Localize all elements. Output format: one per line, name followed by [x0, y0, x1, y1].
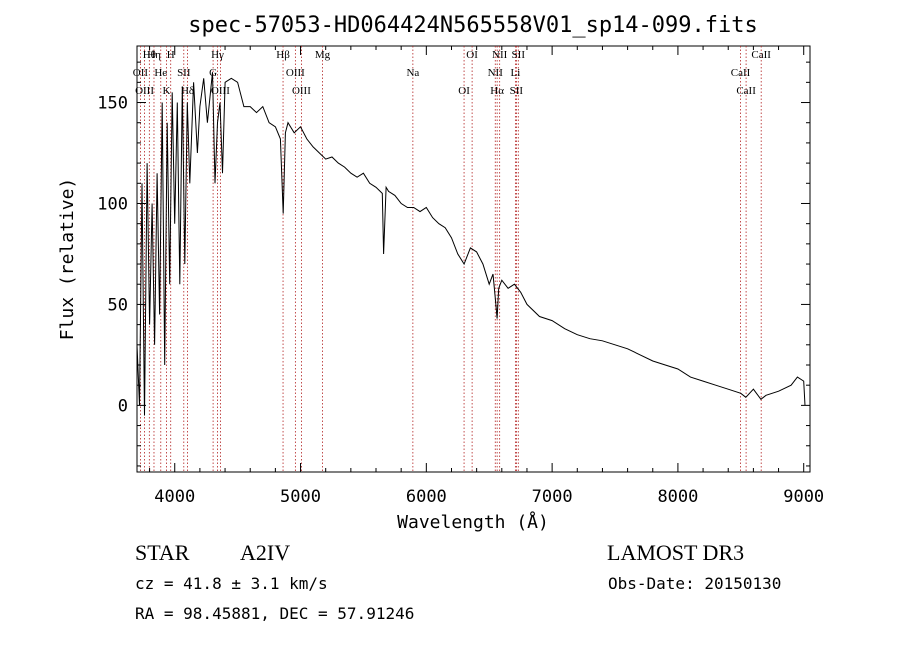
- line-label: NII: [492, 49, 508, 61]
- line-label: NII: [488, 67, 504, 79]
- y-tick-label: 50: [108, 295, 128, 315]
- redshift-cz: cz = 41.8 ± 3.1 km/s: [135, 574, 328, 593]
- line-label: OIII: [135, 85, 154, 97]
- y-axis: 0 50 100 150: [97, 61, 810, 467]
- x-axis: 4000 5000 6000 7000 8000 9000: [149, 46, 824, 507]
- line-label: K: [162, 85, 170, 97]
- line-label: Hγ: [211, 49, 224, 61]
- x-tick-label: 6000: [406, 487, 447, 507]
- line-label: Hα: [490, 85, 504, 97]
- line-label: SII: [512, 49, 526, 61]
- flux-series-line: [136, 72, 806, 416]
- line-label: Na: [406, 67, 419, 79]
- line-label: OIII: [286, 67, 305, 79]
- y-tick-label: 150: [97, 94, 128, 114]
- x-tick-label: 8000: [657, 487, 698, 507]
- ra-dec-coordinates: RA = 98.45881, DEC = 57.91246: [135, 604, 414, 623]
- y-tick-label: 0: [118, 396, 128, 416]
- line-label: OIII: [211, 85, 230, 97]
- object-type: STAR: [135, 540, 190, 565]
- spectral-class: A2IV: [240, 540, 290, 565]
- emission-line-markers: [139, 46, 762, 472]
- line-label: CaII: [731, 67, 751, 79]
- x-axis-label: Wavelength (Å): [397, 511, 549, 533]
- observation-date: Obs-Date: 20150130: [608, 574, 781, 593]
- line-label: Mg: [315, 49, 331, 61]
- line-label: Hη: [147, 49, 161, 61]
- line-label: Hδ: [181, 85, 194, 97]
- x-tick-label: 9000: [783, 487, 824, 507]
- line-label: CaII: [751, 49, 771, 61]
- line-label: Hβ: [276, 49, 290, 61]
- line-label: OI: [466, 49, 478, 61]
- line-label: SII: [177, 67, 191, 79]
- y-tick-label: 100: [97, 194, 128, 214]
- emission-line-labels: HθOIIOIIIHηHeKHSIIHδHγGOIIIHβOIIIOIIIMgN…: [133, 49, 772, 97]
- line-label: G: [209, 67, 217, 79]
- x-tick-label: 4000: [154, 487, 195, 507]
- line-label: CaII: [736, 85, 756, 97]
- plot-frame: [136, 45, 811, 473]
- survey-name: LAMOST DR3: [607, 540, 744, 565]
- line-label: H: [167, 49, 175, 61]
- line-label: SII: [510, 85, 524, 97]
- chart-title: spec-57053-HD064424N565558V01_sp14-099.f…: [188, 13, 758, 38]
- line-label: Hθ: [143, 49, 156, 61]
- line-label: OIII: [292, 85, 311, 97]
- y-axis-label: Flux (relative): [57, 178, 78, 341]
- line-label: OI: [458, 85, 470, 97]
- x-tick-label: 5000: [280, 487, 321, 507]
- line-label: He: [154, 67, 167, 79]
- x-tick-label: 7000: [532, 487, 573, 507]
- line-label: OII: [133, 67, 149, 79]
- line-label: Li: [510, 67, 520, 79]
